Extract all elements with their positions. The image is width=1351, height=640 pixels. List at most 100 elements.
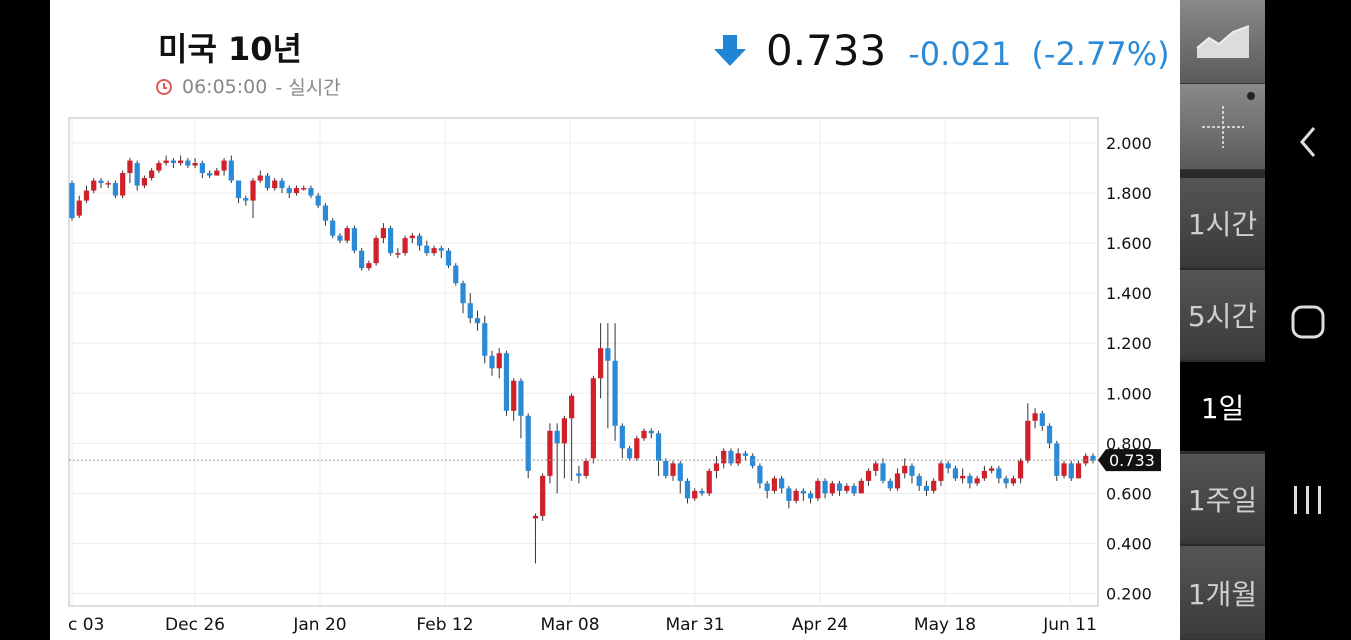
candlestick-chart[interactable]: 2.000 1.800 1.600 1.400 1.200 1.000 0.800 0.600… xyxy=(50,0,1180,640)
candle-body xyxy=(909,465,915,476)
candle-body xyxy=(902,465,908,474)
candle-body xyxy=(83,190,90,201)
price-change: -0.021 xyxy=(908,35,1012,73)
candle-body xyxy=(1083,455,1089,464)
y-tick-label: 1.400 xyxy=(1106,284,1152,303)
candle-body xyxy=(445,250,452,266)
chart-screen: 미국 10년 06:05:00 - 실시간 0.733 -0.021 (-2.7… xyxy=(50,0,1180,640)
candle-body xyxy=(873,463,879,471)
candle-body xyxy=(829,483,835,494)
back-button[interactable] xyxy=(1265,124,1351,160)
candle-body xyxy=(735,453,741,464)
candle-body xyxy=(214,170,220,176)
crosshair-icon xyxy=(1201,105,1244,148)
current-value-label: 0.733 xyxy=(1109,451,1155,470)
candle-body xyxy=(192,163,198,166)
back-icon xyxy=(1300,127,1316,157)
candle-body xyxy=(728,450,734,464)
x-tick-label: May 18 xyxy=(914,615,976,635)
candle-body xyxy=(779,478,785,489)
recents-button[interactable] xyxy=(1265,484,1351,516)
crosshair-button[interactable] xyxy=(1180,84,1265,170)
price-change-percent: (-2.77%) xyxy=(1031,35,1170,73)
candle-body xyxy=(402,238,408,254)
candle-body xyxy=(1010,478,1016,484)
plot-area xyxy=(68,117,1099,607)
candle-body xyxy=(547,430,553,476)
candle-body xyxy=(981,470,987,479)
x-tick-label: Mar 08 xyxy=(540,615,599,635)
candle-body xyxy=(69,183,75,219)
candle-body xyxy=(597,348,604,379)
period-1m[interactable]: 1개월 xyxy=(1180,546,1265,640)
candle-body xyxy=(844,485,850,491)
candle-body xyxy=(815,480,821,499)
candle-body xyxy=(98,180,104,184)
area-chart-icon xyxy=(1195,24,1249,58)
system-nav-bar xyxy=(1265,0,1351,640)
time-mode: - 실시간 xyxy=(275,77,341,99)
candle-body xyxy=(800,490,806,494)
candle-body xyxy=(822,480,828,494)
candle-body xyxy=(206,173,213,176)
candle-body xyxy=(989,468,995,471)
candle-body xyxy=(887,480,893,489)
candle-body xyxy=(156,163,162,171)
recents-icon xyxy=(1294,486,1321,514)
y-tick-label: 1.200 xyxy=(1106,334,1152,353)
candle-body xyxy=(880,463,886,481)
indicator-dot xyxy=(1247,92,1255,100)
x-tick-label: Dec 26 xyxy=(165,615,225,635)
candle-body xyxy=(1061,463,1067,476)
period-1h[interactable]: 1시간 xyxy=(1180,178,1265,268)
candle-body xyxy=(185,160,191,166)
candle-body xyxy=(337,235,343,241)
candle-body xyxy=(120,173,126,196)
candle-body xyxy=(351,228,358,251)
candle-body xyxy=(974,478,980,484)
candle-body xyxy=(344,228,350,241)
home-button[interactable] xyxy=(1265,304,1351,340)
candle-body xyxy=(561,418,568,444)
period-5h[interactable]: 5시간 xyxy=(1180,270,1265,360)
x-tick-label: Jan 20 xyxy=(292,615,346,635)
candle-body xyxy=(141,178,148,186)
candle-body xyxy=(127,160,133,174)
candle-body xyxy=(388,228,394,254)
candle-body xyxy=(931,480,937,491)
y-tick-label: 0.600 xyxy=(1106,484,1152,503)
y-tick-label: 1.000 xyxy=(1106,384,1152,403)
time-value: 06:05:00 xyxy=(182,75,268,98)
x-tick-label: Jun 11 xyxy=(1042,615,1097,635)
home-icon xyxy=(1291,305,1325,339)
candle-body xyxy=(330,220,336,236)
candle-body xyxy=(713,463,720,471)
candle-body xyxy=(489,355,495,369)
candle-body xyxy=(1017,460,1024,479)
candle-body xyxy=(583,460,589,476)
candle-body xyxy=(721,450,727,464)
candle-body xyxy=(619,425,625,449)
candle-body xyxy=(793,490,799,501)
chart-type-button[interactable] xyxy=(1180,0,1265,84)
period-1w[interactable]: 1주일 xyxy=(1180,454,1265,544)
clock-icon xyxy=(156,78,172,95)
candle-body xyxy=(532,515,539,519)
candle-body xyxy=(952,468,959,479)
time-row: 06:05:00 - 실시간 xyxy=(156,73,341,100)
candle-body xyxy=(235,180,242,199)
y-tick-label: 2.000 xyxy=(1106,134,1152,153)
candle-body xyxy=(851,485,857,494)
candle-body xyxy=(865,470,872,481)
candle-body xyxy=(1032,413,1038,421)
candle-body xyxy=(474,318,481,324)
candle-body xyxy=(163,160,169,164)
candle-body xyxy=(264,175,271,189)
candle-body xyxy=(467,303,473,319)
y-tick-label: 1.600 xyxy=(1106,234,1152,253)
candle-body xyxy=(416,235,423,246)
y-tick-label: 0.200 xyxy=(1106,584,1152,603)
period-1d[interactable]: 1일 xyxy=(1180,362,1265,452)
candle-body xyxy=(786,488,792,501)
candle-body xyxy=(301,188,307,190)
